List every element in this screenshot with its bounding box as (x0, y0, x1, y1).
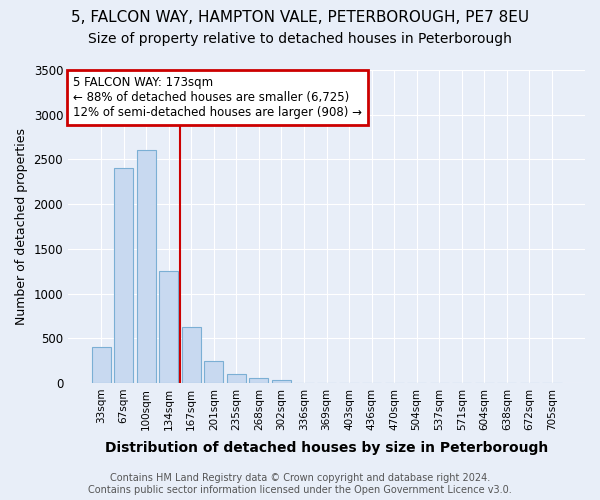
Text: 5, FALCON WAY, HAMPTON VALE, PETERBOROUGH, PE7 8EU: 5, FALCON WAY, HAMPTON VALE, PETERBOROUG… (71, 10, 529, 25)
Bar (159, 271, 178, 383)
Bar (114, 168, 133, 383)
Text: Contains HM Land Registry data © Crown copyright and database right 2024.
Contai: Contains HM Land Registry data © Crown c… (88, 474, 512, 495)
Bar (250, 378, 268, 383)
Text: Size of property relative to detached houses in Peterborough: Size of property relative to detached ho… (88, 32, 512, 46)
Bar (227, 374, 246, 383)
Bar (137, 150, 156, 383)
Bar (92, 347, 110, 383)
Bar (182, 326, 201, 383)
Bar (204, 360, 223, 383)
Text: 5 FALCON WAY: 173sqm
← 88% of detached houses are smaller (6,725)
12% of semi-de: 5 FALCON WAY: 173sqm ← 88% of detached h… (73, 76, 362, 120)
Bar (272, 380, 291, 383)
X-axis label: Distribution of detached houses by size in Peterborough: Distribution of detached houses by size … (105, 441, 548, 455)
Y-axis label: Number of detached properties: Number of detached properties (15, 128, 28, 325)
